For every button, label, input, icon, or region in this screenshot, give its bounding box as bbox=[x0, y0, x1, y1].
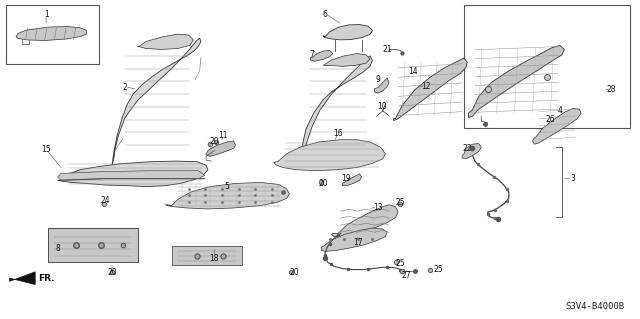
Text: 7: 7 bbox=[309, 50, 314, 59]
Bar bbox=[172, 246, 242, 265]
Polygon shape bbox=[374, 78, 389, 93]
Text: 21: 21 bbox=[383, 45, 392, 54]
Text: 13: 13 bbox=[372, 203, 383, 212]
Polygon shape bbox=[301, 56, 372, 161]
Bar bbox=[48, 228, 138, 262]
Polygon shape bbox=[10, 272, 35, 285]
Text: 28: 28 bbox=[607, 85, 616, 94]
Text: S3V4-B4000B: S3V4-B4000B bbox=[565, 302, 624, 311]
Text: FR.: FR. bbox=[38, 274, 55, 283]
Text: 4: 4 bbox=[557, 106, 563, 115]
Polygon shape bbox=[323, 54, 370, 66]
Polygon shape bbox=[321, 228, 387, 251]
Text: 9: 9 bbox=[375, 75, 380, 84]
Polygon shape bbox=[138, 34, 193, 49]
Polygon shape bbox=[58, 161, 208, 187]
Polygon shape bbox=[323, 25, 372, 40]
Polygon shape bbox=[468, 45, 564, 117]
Text: 10: 10 bbox=[377, 102, 387, 111]
Text: 8: 8 bbox=[55, 244, 60, 253]
Text: 20: 20 bbox=[107, 268, 117, 277]
Text: 3: 3 bbox=[570, 174, 575, 183]
Text: 15: 15 bbox=[41, 145, 51, 154]
Polygon shape bbox=[112, 38, 201, 166]
Bar bbox=[464, 5, 630, 128]
Text: 11: 11 bbox=[218, 131, 227, 140]
Text: 2: 2 bbox=[122, 83, 127, 92]
Text: 24: 24 bbox=[100, 197, 111, 205]
Polygon shape bbox=[206, 141, 236, 156]
Polygon shape bbox=[16, 26, 86, 41]
Text: 16: 16 bbox=[333, 130, 343, 138]
Text: 25: 25 bbox=[395, 259, 405, 268]
Text: 25: 25 bbox=[395, 198, 405, 207]
Text: 18: 18 bbox=[210, 254, 219, 263]
Text: 22: 22 bbox=[463, 144, 472, 153]
Polygon shape bbox=[342, 174, 362, 186]
Text: 12: 12 bbox=[421, 82, 430, 91]
Bar bbox=[6, 5, 99, 64]
Text: 20: 20 bbox=[318, 179, 328, 188]
Polygon shape bbox=[58, 171, 205, 180]
Text: 17: 17 bbox=[353, 238, 364, 247]
Polygon shape bbox=[274, 140, 385, 171]
Text: 6: 6 bbox=[323, 10, 328, 19]
Text: 20: 20 bbox=[289, 268, 300, 277]
Polygon shape bbox=[165, 182, 289, 209]
Polygon shape bbox=[394, 58, 467, 121]
Text: 27: 27 bbox=[401, 271, 412, 280]
Text: 1: 1 bbox=[44, 10, 49, 19]
Polygon shape bbox=[332, 205, 398, 237]
Text: 20: 20 bbox=[209, 137, 220, 146]
Text: 19: 19 bbox=[340, 174, 351, 183]
Polygon shape bbox=[310, 50, 333, 61]
Text: 14: 14 bbox=[408, 67, 418, 76]
Text: 5: 5 bbox=[225, 182, 230, 191]
Text: 26: 26 bbox=[545, 115, 556, 124]
Polygon shape bbox=[462, 144, 481, 159]
Polygon shape bbox=[532, 108, 581, 144]
Text: 25: 25 bbox=[433, 265, 444, 274]
